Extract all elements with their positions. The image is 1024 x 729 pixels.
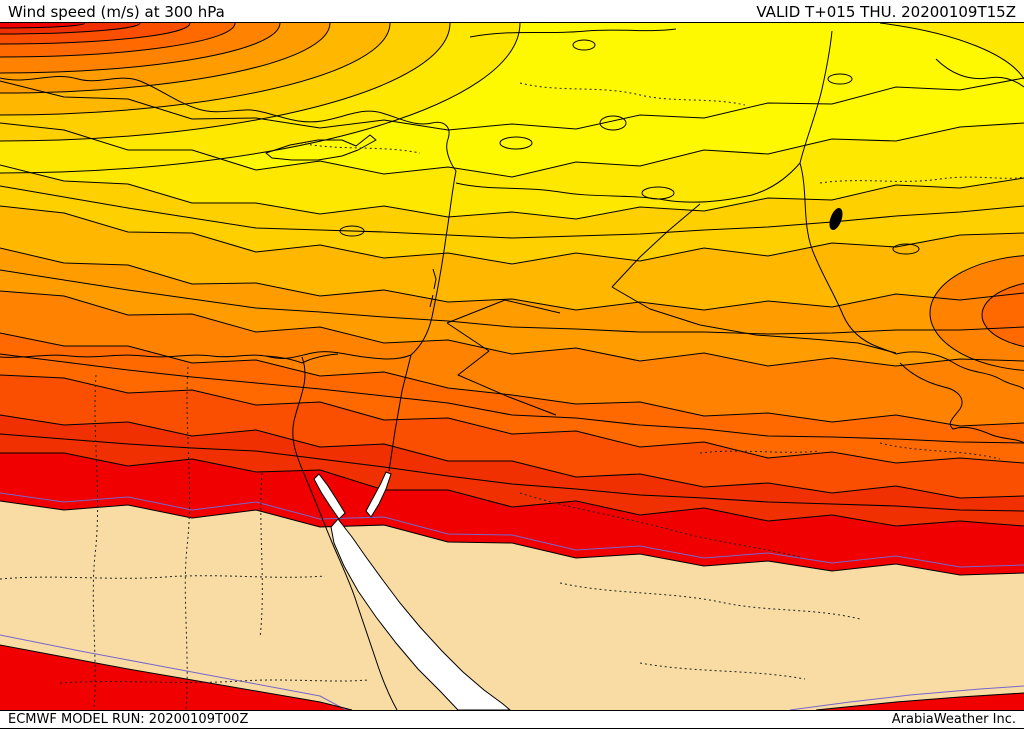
admin-line xyxy=(519,492,801,558)
water-bodies xyxy=(313,471,511,710)
contour-line xyxy=(0,23,141,35)
contour-line xyxy=(0,374,1024,464)
admin-line xyxy=(639,662,806,680)
lake-urmia xyxy=(829,208,843,230)
contour-line xyxy=(0,23,191,45)
geography xyxy=(0,28,1024,710)
gulf-of-suez xyxy=(313,473,346,520)
contour-line xyxy=(0,23,451,142)
nw-band-red xyxy=(0,23,85,28)
closed-contour xyxy=(572,39,596,51)
contour-line xyxy=(0,353,1024,444)
purple-contour xyxy=(0,634,347,710)
closed-contour xyxy=(499,136,533,150)
purple-contour xyxy=(0,492,1024,568)
contour-line xyxy=(0,269,1024,335)
red-sea xyxy=(330,518,511,710)
secondary-contours xyxy=(0,492,1024,710)
contour-line xyxy=(0,332,1024,427)
credit-label: ArabiaWeather Inc. xyxy=(891,712,1016,727)
contour-line xyxy=(815,692,1024,710)
nile-river xyxy=(292,356,398,710)
contour-line xyxy=(879,23,1024,80)
contour-line xyxy=(0,205,1024,265)
iran-border xyxy=(799,30,897,355)
admin-line xyxy=(0,575,326,580)
black-sea-coast xyxy=(469,28,677,38)
pocket-outer xyxy=(929,255,1024,371)
contour-line xyxy=(0,122,1024,178)
admin-line xyxy=(519,82,746,106)
contour-line xyxy=(0,23,86,29)
jordan-borders xyxy=(446,299,561,416)
nile-delta xyxy=(265,353,339,364)
admin-line xyxy=(819,176,1024,184)
persian-gulf-south-shore xyxy=(899,362,1024,444)
contour-line xyxy=(0,290,1024,367)
admin-line xyxy=(879,442,1001,460)
turkey-syria-border xyxy=(455,162,801,203)
egypt-israel-border xyxy=(388,354,412,472)
contour-line xyxy=(0,164,1024,220)
map-footer: ECMWF MODEL RUN: 20200109T00Z ArabiaWeat… xyxy=(0,710,1024,729)
closed-contour xyxy=(827,73,853,85)
admin-line xyxy=(92,374,99,710)
iraq-saudi-border xyxy=(611,286,897,354)
contour-line xyxy=(0,644,353,710)
wind-speed-map xyxy=(0,23,1024,710)
contour-line xyxy=(0,77,1024,131)
mediterranean-coastline xyxy=(0,75,457,360)
persian-gulf-north-shore xyxy=(895,351,1024,390)
contour-line xyxy=(0,247,1024,311)
admin-line xyxy=(259,472,263,639)
map-title: Wind speed (m/s) at 300 hPa xyxy=(8,2,225,21)
admin-line xyxy=(699,450,821,454)
contour-line xyxy=(0,23,281,74)
contour-line xyxy=(0,452,1024,527)
closed-contour xyxy=(892,243,920,255)
admin-line xyxy=(299,142,421,154)
admin-line xyxy=(59,679,369,684)
valid-time-label: VALID T+015 THU. 20200109T15Z xyxy=(756,2,1016,21)
cyprus-island xyxy=(265,134,377,161)
contour-line xyxy=(0,23,236,58)
admin-boundaries xyxy=(0,82,1024,710)
contour-line xyxy=(0,500,1024,576)
admin-line xyxy=(184,366,191,710)
right-edge-wind-pocket xyxy=(929,255,1024,371)
contour-line xyxy=(0,185,1024,239)
admin-line xyxy=(559,582,861,620)
pocket-inner xyxy=(981,283,1024,347)
ne-corner-band xyxy=(880,23,1024,79)
caspian-coast xyxy=(935,58,1024,88)
map-area xyxy=(0,23,1024,710)
contour-line xyxy=(0,433,1024,512)
band-red-bottom-right xyxy=(816,693,1024,710)
contour-line xyxy=(0,23,331,94)
contour-line xyxy=(0,414,1024,499)
jordan-valley-lakes xyxy=(429,268,437,308)
closed-contour xyxy=(339,225,365,237)
purple-contour xyxy=(789,685,1024,710)
lake-van xyxy=(599,115,627,131)
contour-line xyxy=(0,23,391,116)
contour-line xyxy=(0,23,521,174)
isotach-contours xyxy=(0,23,1024,710)
gulf-of-aqaba xyxy=(365,471,392,518)
map-header: Wind speed (m/s) at 300 hPa VALID T+015 … xyxy=(0,0,1024,23)
syria-iraq-border xyxy=(611,203,701,288)
model-run-label: ECMWF MODEL RUN: 20200109T00Z xyxy=(8,712,249,727)
